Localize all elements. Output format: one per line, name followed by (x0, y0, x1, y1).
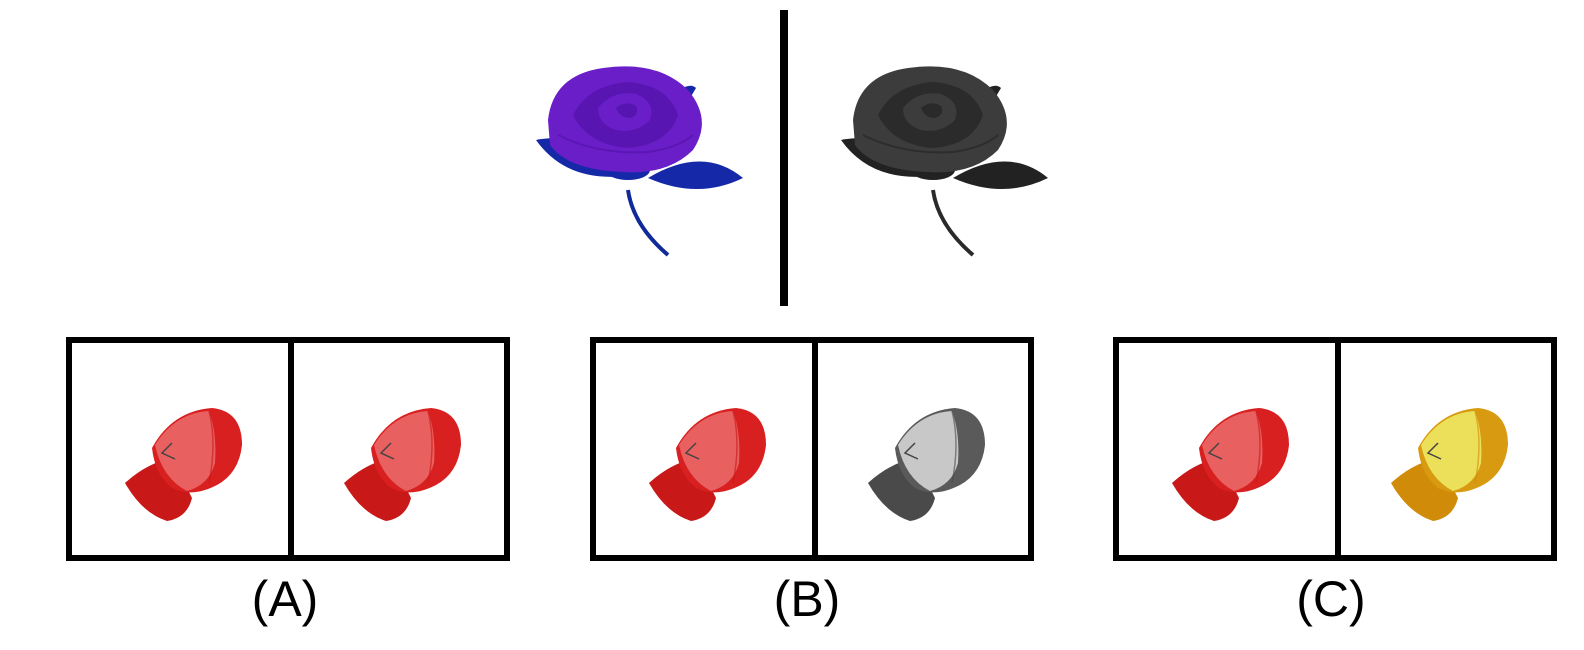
option-b-left-cap-image (649, 408, 766, 521)
option-c-panel[interactable] (1113, 337, 1557, 561)
option-c-left-cap-image (1172, 408, 1289, 521)
option-c-label: (C) (1296, 571, 1366, 627)
purple-rose-image (536, 66, 743, 257)
option-a-panel[interactable] (66, 337, 510, 561)
option-a-right-cap-image (344, 408, 461, 521)
option-a-label: (A) (251, 571, 319, 627)
option-c-right-cap-image (1391, 408, 1508, 521)
option-b-panel[interactable] (590, 337, 1034, 561)
option-b-label: (B) (773, 571, 841, 627)
option-b-divider (812, 343, 818, 555)
option-a-left-cap-image (125, 408, 242, 521)
option-c-divider (1335, 343, 1341, 555)
option-b-right-cap-image (868, 408, 985, 521)
example-divider (780, 10, 788, 306)
gray-rose-image (841, 66, 1048, 257)
option-a-divider (288, 343, 294, 555)
